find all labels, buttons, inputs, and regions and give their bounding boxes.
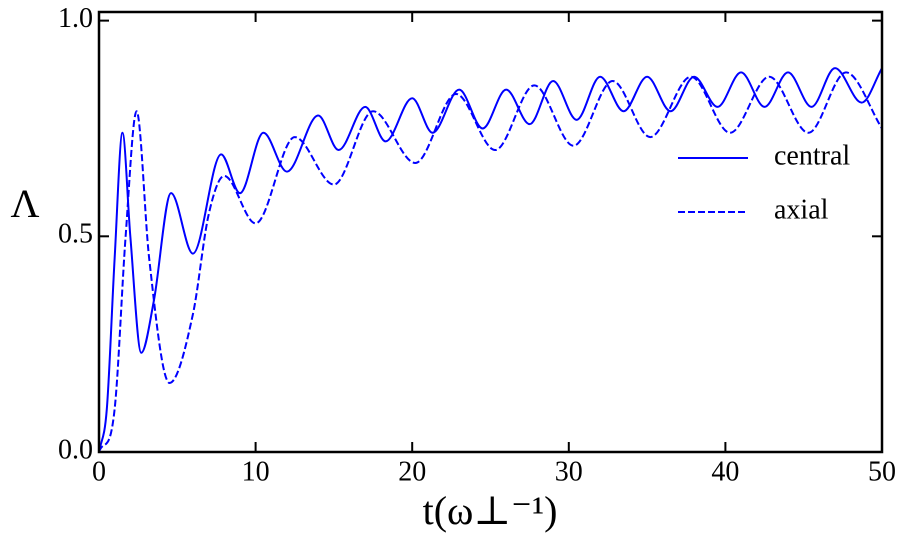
x-tick-label: 40 [711,456,739,487]
plot-frame [97,10,884,454]
x-tick-label: 20 [398,456,426,487]
x-tick-label: 10 [242,456,270,487]
legend-label: axial [774,194,829,225]
y-tick-label: 1.0 [58,3,93,34]
data-line [98,67,883,453]
x-axis-label: t(ω⊥⁻¹) [423,488,558,533]
y-axis-label: Λ [10,181,39,226]
y-tick-label: 0.0 [58,434,93,465]
legend-label: central [774,140,850,171]
y-tick-label: 0.5 [58,219,93,250]
x-tick-label: 50 [868,456,896,487]
data-line [98,71,883,453]
x-tick-label: 0 [92,456,106,487]
x-tick-label: 30 [555,456,583,487]
